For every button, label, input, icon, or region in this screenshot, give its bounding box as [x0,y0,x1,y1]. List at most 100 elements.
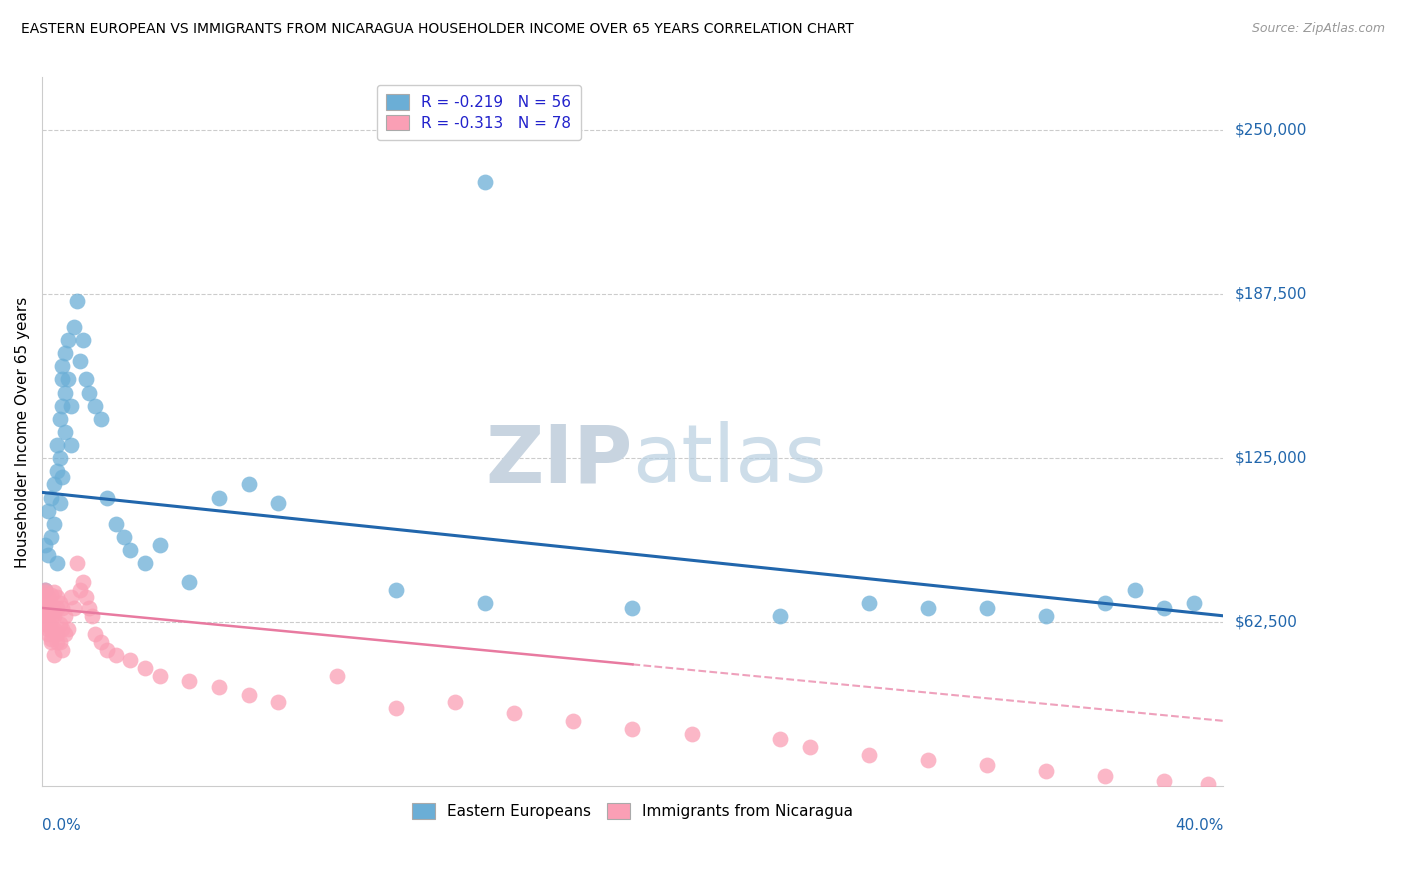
Point [769,608,792,623]
Point [208,491,231,505]
Point [48,596,70,610]
Point [858,596,880,610]
Point [1153,774,1175,789]
Point [66,293,89,308]
Point [45,601,67,615]
Point [55,608,77,623]
Point [60,438,83,452]
Point [39,599,62,613]
Point [385,700,408,714]
Point [267,496,290,510]
Point [1035,764,1057,778]
Point [90,412,112,426]
Point [58,372,80,386]
Point [51,469,73,483]
Point [1197,777,1219,791]
Y-axis label: Householder Income Over 65 years: Householder Income Over 65 years [15,296,30,567]
Point [45,438,67,452]
Point [84,399,107,413]
Point [42,477,65,491]
Point [77,385,100,400]
Point [1035,608,1057,623]
Point [39,530,62,544]
Point [84,627,107,641]
Point [39,635,62,649]
Point [562,714,585,728]
Point [80,608,103,623]
Point [976,758,998,772]
Point [90,635,112,649]
Point [799,740,821,755]
Point [1094,596,1116,610]
Point [45,591,67,605]
Point [37,614,59,628]
Point [66,556,89,570]
Point [34,601,56,615]
Point [37,596,59,610]
Point [37,601,59,615]
Point [1123,582,1146,597]
Text: atlas: atlas [633,421,827,500]
Text: Source: ZipAtlas.com: Source: ZipAtlas.com [1251,22,1385,36]
Text: $250,000: $250,000 [1234,122,1306,137]
Point [34,601,56,615]
Point [134,556,156,570]
Point [37,627,59,641]
Point [39,601,62,615]
Text: ZIP: ZIP [485,421,633,500]
Point [45,556,67,570]
Point [208,680,231,694]
Point [179,674,201,689]
Point [326,669,349,683]
Point [63,320,86,334]
Point [96,491,118,505]
Point [75,591,97,605]
Point [51,622,73,636]
Point [51,359,73,374]
Point [42,585,65,599]
Point [48,496,70,510]
Point [39,611,62,625]
Point [63,601,86,615]
Point [621,722,644,736]
Point [34,591,56,605]
Point [34,608,56,623]
Text: $187,500: $187,500 [1234,286,1306,301]
Point [72,333,94,347]
Point [444,696,467,710]
Point [39,622,62,636]
Text: 40.0%: 40.0% [1175,818,1223,833]
Text: $125,000: $125,000 [1234,450,1306,466]
Point [474,596,496,610]
Text: EASTERN EUROPEAN VS IMMIGRANTS FROM NICARAGUA HOUSEHOLDER INCOME OVER 65 YEARS C: EASTERN EUROPEAN VS IMMIGRANTS FROM NICA… [21,22,853,37]
Point [1182,596,1205,610]
Point [34,616,56,631]
Point [55,627,77,641]
Point [1153,601,1175,615]
Point [45,627,67,641]
Point [37,622,59,636]
Point [681,727,703,741]
Point [51,399,73,413]
Point [48,616,70,631]
Point [60,591,83,605]
Point [45,635,67,649]
Point [42,622,65,636]
Point [42,603,65,617]
Point [120,653,142,667]
Point [503,706,526,720]
Point [120,543,142,558]
Point [179,574,201,589]
Point [385,582,408,597]
Point [976,601,998,615]
Point [58,622,80,636]
Point [48,451,70,466]
Point [69,354,91,368]
Point [39,491,62,505]
Point [55,425,77,439]
Point [621,601,644,615]
Point [37,504,59,518]
Point [37,606,59,620]
Point [58,333,80,347]
Point [34,588,56,602]
